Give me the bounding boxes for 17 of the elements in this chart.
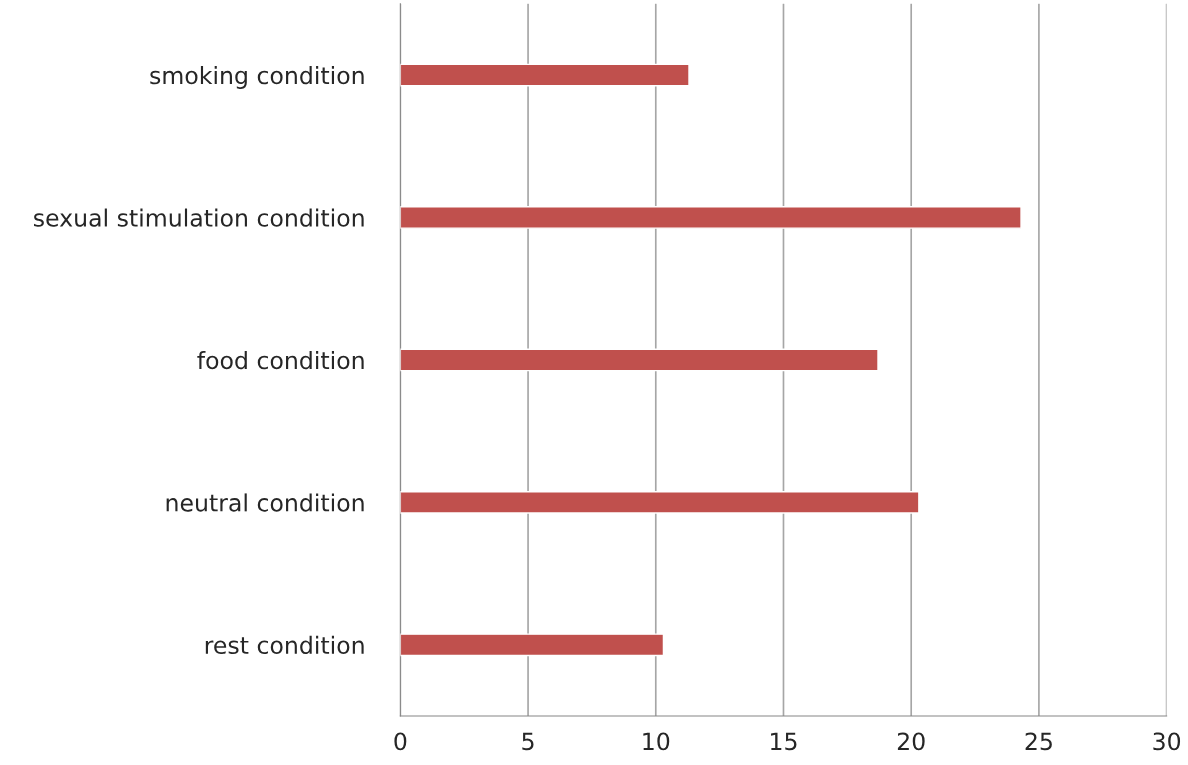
bar [400,633,665,657]
bar [400,490,920,514]
x-tick-label: 15 [771,732,797,751]
bar [400,348,879,372]
y-tick-label: neutral condition [166,493,364,512]
x-tick-label: 10 [643,732,670,751]
y-tick-label: smoking condition [150,66,364,89]
y-tick-label: food condition [197,350,364,370]
x-tick-label: 30 [1153,732,1181,751]
x-tick-label: 0 [394,732,407,751]
x-tick-label: 25 [1025,732,1052,751]
y-tick-label: sexual stimulation condition [34,208,364,227]
bar [400,63,690,87]
x-tick-label: 5 [522,732,534,751]
bar [400,206,1022,229]
x-tick-label: 20 [897,732,925,751]
y-tick-label: rest condition [205,635,364,655]
